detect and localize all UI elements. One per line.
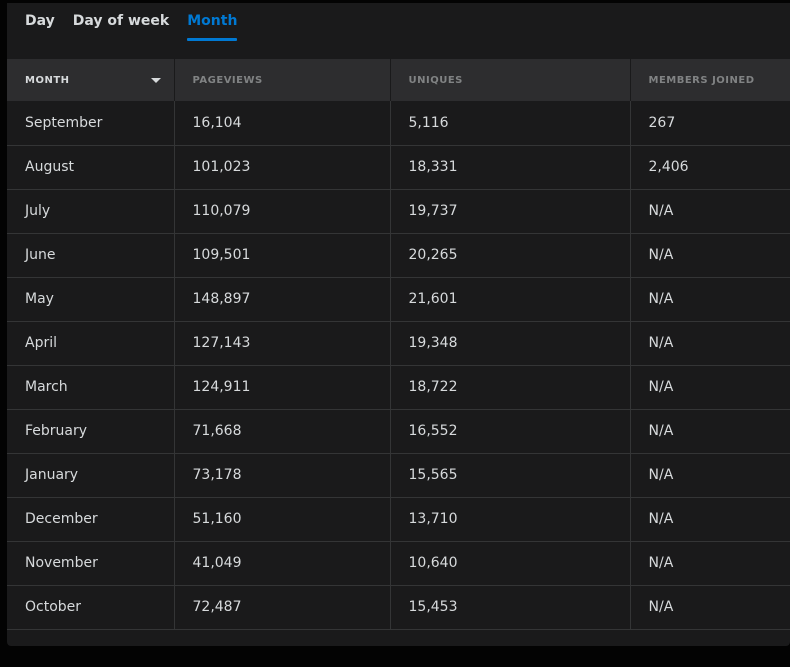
cell-pageviews: 41,049 bbox=[174, 541, 391, 585]
cell-members-joined: N/A bbox=[648, 511, 674, 527]
cell-uniques: 10,640 bbox=[390, 541, 631, 585]
cell-month: January bbox=[7, 453, 175, 497]
cell-month: December bbox=[7, 497, 175, 541]
cell-month: March bbox=[7, 365, 175, 409]
cell-uniques: 18,722 bbox=[390, 365, 631, 409]
tab-day-of-week[interactable]: Day of week bbox=[72, 13, 170, 29]
table-row: February 71,668 16,552 N/A bbox=[7, 409, 790, 453]
cell-members-joined: N/A bbox=[648, 247, 674, 263]
cell-uniques: 20,265 bbox=[390, 233, 631, 277]
cell-pageviews: 110,079 bbox=[174, 189, 391, 233]
column-header-pageviews: PAGEVIEWS bbox=[174, 59, 391, 101]
cell-pageviews: 148,897 bbox=[174, 277, 391, 321]
cell-members-joined: N/A bbox=[648, 467, 674, 483]
cell-members-joined: N/A bbox=[648, 291, 674, 307]
cell-members-joined: 267 bbox=[648, 114, 676, 131]
table-row: May 148,897 21,601 N/A bbox=[7, 277, 790, 321]
column-header-month[interactable]: MONTH bbox=[7, 59, 175, 101]
cell-uniques: 16,552 bbox=[390, 409, 631, 453]
caret-down-icon bbox=[150, 78, 161, 83]
column-header-label: MONTH bbox=[25, 74, 70, 86]
table-row: October 72,487 15,453 N/A bbox=[7, 585, 790, 629]
time-period-tabs: Day Day of week Month bbox=[25, 3, 238, 59]
cell-uniques: 19,737 bbox=[390, 189, 631, 233]
table-row: July 110,079 19,737 N/A bbox=[7, 189, 790, 233]
cell-month: August bbox=[7, 145, 175, 189]
cell-month: July bbox=[7, 189, 175, 233]
traffic-table: MONTH PAGEVIEWS UNIQUES MEMBERS JOINED S… bbox=[7, 59, 790, 630]
table-row: January 73,178 15,565 N/A bbox=[7, 453, 790, 497]
cell-uniques: 18,331 bbox=[390, 145, 631, 189]
cell-members-joined: N/A bbox=[648, 203, 674, 219]
cell-uniques: 15,453 bbox=[390, 585, 631, 629]
cell-month: April bbox=[7, 321, 175, 365]
traffic-stats-panel: Day Day of week Month MONTH PAGEVIEWS UN… bbox=[7, 3, 790, 646]
cell-pageviews: 109,501 bbox=[174, 233, 391, 277]
cell-uniques: 5,116 bbox=[390, 101, 631, 145]
table-row: April 127,143 19,348 N/A bbox=[7, 321, 790, 365]
cell-pageviews: 127,143 bbox=[174, 321, 391, 365]
cell-month: June bbox=[7, 233, 175, 277]
cell-members-joined: N/A bbox=[648, 423, 674, 439]
cell-pageviews: 71,668 bbox=[174, 409, 391, 453]
table-row: August 101,023 18,331 2,406 bbox=[7, 145, 790, 189]
cell-month: November bbox=[7, 541, 175, 585]
table-row: November 41,049 10,640 N/A bbox=[7, 541, 790, 585]
cell-uniques: 15,565 bbox=[390, 453, 631, 497]
table-row: September 16,104 5,116 267 bbox=[7, 101, 790, 145]
cell-members-joined: N/A bbox=[648, 379, 674, 395]
cell-uniques: 13,710 bbox=[390, 497, 631, 541]
tab-day[interactable]: Day bbox=[25, 13, 55, 29]
table-header-row: MONTH PAGEVIEWS UNIQUES MEMBERS JOINED bbox=[7, 59, 790, 101]
cell-month: May bbox=[7, 277, 175, 321]
table-body: September 16,104 5,116 267 August 101,02… bbox=[7, 101, 790, 629]
cell-pageviews: 72,487 bbox=[174, 585, 391, 629]
cell-month: September bbox=[7, 101, 175, 145]
cell-members-joined: N/A bbox=[648, 599, 674, 615]
cell-uniques: 19,348 bbox=[390, 321, 631, 365]
table-row: June 109,501 20,265 N/A bbox=[7, 233, 790, 277]
cell-pageviews: 51,160 bbox=[174, 497, 391, 541]
cell-month: October bbox=[7, 585, 175, 629]
cell-month: February bbox=[7, 409, 175, 453]
table-row: December 51,160 13,710 N/A bbox=[7, 497, 790, 541]
cell-pageviews: 16,104 bbox=[174, 101, 391, 145]
cell-members-joined: N/A bbox=[648, 555, 674, 571]
column-header-members-joined: MEMBERS JOINED bbox=[648, 74, 755, 86]
cell-uniques: 21,601 bbox=[390, 277, 631, 321]
tab-month[interactable]: Month bbox=[187, 3, 238, 41]
table-row: March 124,911 18,722 N/A bbox=[7, 365, 790, 409]
cell-pageviews: 101,023 bbox=[174, 145, 391, 189]
cell-members-joined: N/A bbox=[648, 335, 674, 351]
cell-members-joined: 2,406 bbox=[648, 159, 689, 175]
cell-pageviews: 124,911 bbox=[174, 365, 391, 409]
column-header-uniques: UNIQUES bbox=[390, 59, 631, 101]
cell-pageviews: 73,178 bbox=[174, 453, 391, 497]
